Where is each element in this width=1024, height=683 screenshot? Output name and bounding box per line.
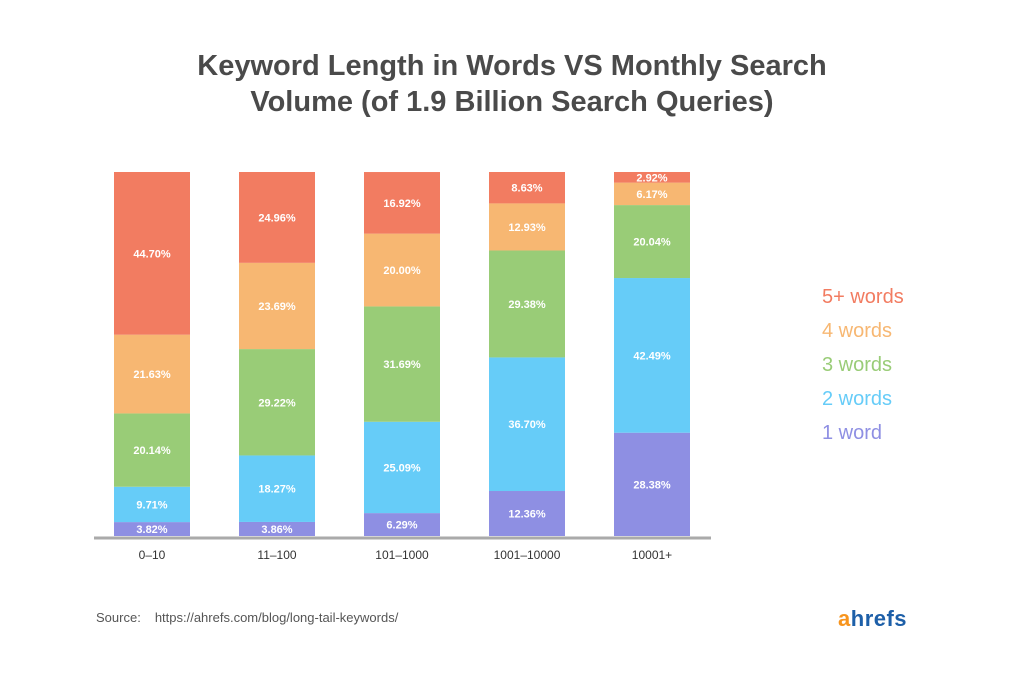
data-label: 6.29% [386, 520, 417, 532]
bar-segment-5plus-words [614, 172, 690, 183]
chart-title-line-1: Keyword Length in Words VS Monthly Searc… [197, 50, 827, 82]
bar-segment-5plus-words [489, 172, 565, 204]
bar-segment-1-word [489, 491, 565, 536]
bar-segment-4-words [239, 262, 315, 350]
source-label: Source: [96, 610, 141, 625]
x-tick-label: 101–1000 [375, 548, 429, 562]
bar-segment-5plus-words [239, 172, 315, 263]
data-label: 29.38% [508, 299, 546, 311]
legend-label: 5+ words [822, 286, 904, 308]
bar-segment-3-words [364, 306, 440, 422]
data-label: 21.63% [133, 369, 171, 381]
bar-segment-4-words [114, 334, 190, 414]
legend-item-5plus-words: 5+ words [822, 284, 904, 318]
logo-letter-a: a [838, 606, 851, 631]
data-label: 20.04% [633, 237, 671, 249]
data-label: 3.86% [261, 524, 292, 536]
bar-segment-3-words [239, 349, 315, 456]
source-note: Source: https://ahrefs.com/blog/long-tail… [96, 610, 398, 625]
bar-segment-1-word [239, 521, 315, 536]
bar-segment-1-word [364, 513, 440, 536]
legend-label: 2 words [822, 388, 893, 410]
legend-item-2-words: 2 words [822, 386, 904, 420]
bar-segment-1-word [114, 522, 190, 536]
data-label: 31.69% [383, 359, 421, 371]
x-tick-label: 0–10 [139, 548, 166, 562]
legend-label: 3 words [822, 354, 893, 376]
bar-segment-4-words [614, 182, 690, 206]
data-label: 42.49% [633, 350, 671, 362]
bar-segment-3-words [614, 205, 690, 279]
bar-segment-4-words [364, 233, 440, 307]
legend-label: 1 word [822, 422, 883, 444]
bar-segment-2-words [239, 455, 315, 522]
data-label: 23.69% [258, 301, 296, 313]
data-label: 24.96% [258, 212, 296, 224]
data-label: 18.27% [258, 484, 296, 496]
source-link[interactable]: https://ahrefs.com/blog/long-tail-keywor… [154, 610, 399, 625]
data-label: 9.71% [136, 499, 167, 511]
bar-segment-2-words [114, 486, 190, 523]
data-label: 3.82% [136, 524, 167, 536]
legend-item-4-words: 4 words [822, 318, 904, 352]
chart-title: Keyword Length in Words VS Monthly Searc… [0, 48, 1024, 120]
data-label: 16.92% [383, 198, 421, 210]
data-label: 20.00% [383, 265, 421, 277]
data-label: 44.70% [133, 248, 171, 260]
data-label: 8.63% [511, 183, 542, 195]
chart-title-line-2: Volume (of 1.9 Billion Search Queries) [250, 86, 774, 118]
logo-letters: hrefs [850, 606, 908, 631]
data-label: 20.14% [133, 445, 171, 457]
bar-segment-4-words [489, 203, 565, 251]
legend-item-1-word: 1 word [822, 420, 904, 454]
data-label: 2.92% [636, 172, 667, 184]
legend-label: 4 words [822, 320, 893, 342]
chart-legend: 5+ words 4 words 3 words 2 words 1 word [822, 284, 904, 454]
data-label: 28.38% [633, 479, 671, 491]
legend-item-3-words: 3 words [822, 352, 904, 386]
bar-segment-3-words [489, 250, 565, 358]
bar-segment-2-words [614, 278, 690, 433]
data-label: 25.09% [383, 462, 421, 474]
data-label: 36.70% [508, 419, 546, 431]
data-label: 12.93% [508, 222, 546, 234]
x-tick-label: 11–100 [257, 548, 296, 562]
bar-segment-5plus-words [364, 172, 440, 234]
ahrefs-logo: ahrefs [838, 606, 907, 632]
bar-segment-1-word [614, 432, 690, 536]
bar-segment-3-words [114, 413, 190, 487]
x-tick-label: 1001–10000 [494, 548, 561, 562]
bar-segment-5plus-words [114, 172, 190, 335]
x-tick-label: 10001+ [632, 548, 672, 562]
bar-segment-2-words [489, 357, 565, 492]
data-label: 6.17% [636, 189, 667, 201]
data-label: 12.36% [508, 509, 546, 521]
bar-segment-2-words [364, 421, 440, 514]
data-label: 29.22% [258, 397, 296, 409]
